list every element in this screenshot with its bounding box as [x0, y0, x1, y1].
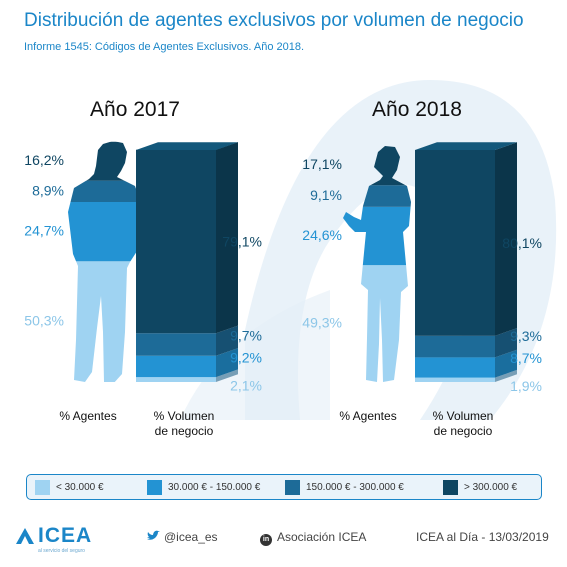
agents-silhouette: [68, 141, 140, 382]
volume-value-label-2: 9,2%: [230, 350, 262, 366]
legend-item-band1: < 30.000 €: [35, 479, 104, 495]
twitter-handle[interactable]: @icea_es: [146, 530, 218, 544]
volume-value-label-1: 1,9%: [510, 378, 542, 394]
volume-bar-side-2: [495, 349, 517, 378]
date-note: ICEA al Día - 13/03/2019: [416, 530, 549, 544]
agents-value-label-3: 8,9%: [32, 182, 64, 198]
legend-label: 150.000 € - 300.000 €: [306, 481, 404, 493]
panel-2017-volume-label-line1: % Volumen: [154, 409, 215, 423]
twitter-handle-text: @icea_es: [164, 530, 218, 544]
agents-band-2: [343, 206, 411, 266]
legend-swatch: [147, 479, 162, 495]
volume-value-label-3: 9,3%: [510, 328, 542, 344]
panel-2017-year-title: Año 2017: [90, 98, 180, 121]
icea-logo-tagline: al servicio del seguro: [38, 548, 85, 554]
volume-bar-front-1: [136, 377, 216, 382]
agents-value-label-4: 16,2%: [24, 152, 64, 168]
legend-label: > 300.000 €: [464, 481, 518, 493]
linkedin-icon: in: [260, 534, 272, 546]
chart-title: Distribución de agentes exclusivos por v…: [24, 10, 524, 31]
legend: < 30.000 € 30.000 € - 150.000 € 150.000 …: [26, 474, 542, 500]
panel-2017-agents-label: % Agentes: [59, 409, 116, 423]
agents-value-label-1: 49,3%: [302, 315, 342, 331]
legend-item-band2: 30.000 € - 150.000 €: [147, 479, 260, 495]
legend-label: 30.000 € - 150.000 €: [168, 481, 261, 493]
panel-2018-volume-label-line2: de negocio: [434, 424, 493, 438]
volume-bar-front-2: [415, 357, 495, 378]
volume-bar-front-1: [415, 377, 495, 382]
panel-2017-volume-label-line2: de negocio: [155, 424, 214, 438]
volume-bar-front-4: [415, 150, 495, 336]
icea-logo-text: ICEA: [38, 524, 93, 547]
agents-value-label-1: 50,3%: [24, 313, 64, 329]
agents-value-label-2: 24,6%: [302, 227, 342, 243]
legend-swatch: [285, 479, 300, 495]
volume-bar-side-1: [216, 369, 238, 382]
volume-bar-side-4: [495, 142, 517, 336]
legend-item-band3: 150.000 € - 300.000 €: [285, 479, 404, 495]
legend-swatch: [35, 479, 50, 495]
icea-logo-mark-icon: [16, 528, 34, 544]
volume-value-label-4: 79,1%: [222, 234, 262, 250]
linkedin-link[interactable]: in Asociación ICEA: [260, 530, 366, 546]
volume-value-label-1: 2,1%: [230, 378, 262, 394]
volume-bar-top: [136, 142, 238, 150]
legend-swatch: [443, 479, 458, 495]
panel-2018-year-title: Año 2018: [372, 98, 462, 121]
volume-value-label-4: 80,1%: [502, 235, 542, 251]
twitter-bird-icon: [147, 530, 160, 540]
volume-value-label-3: 9,7%: [230, 328, 262, 344]
volume-bar-front-3: [415, 335, 495, 358]
agents-value-label-3: 9,1%: [310, 187, 342, 203]
agents-value-label-4: 17,1%: [302, 156, 342, 172]
volume-bar-front-3: [136, 333, 216, 356]
legend-label: < 30.000 €: [56, 481, 104, 493]
volume-bar-side-3: [495, 328, 517, 358]
linkedin-text: Asociación ICEA: [277, 530, 367, 544]
background-arc: [180, 290, 330, 420]
volume-bar-front-2: [136, 355, 216, 378]
agents-band-4: [68, 141, 140, 181]
volume-bar-side-1: [495, 369, 517, 382]
legend-item-band4: > 300.000 €: [443, 479, 517, 495]
volume-bar-side-4: [216, 142, 238, 334]
volume-bar-top: [415, 142, 517, 150]
agents-band-1: [68, 261, 140, 382]
agents-band-2: [68, 202, 140, 262]
panel-2018-volume-label-line1: % Volumen: [433, 409, 494, 423]
panel-2017: 50,3% 24,7% 8,9% 16,2% 2,1% 9,2% 9,7% 79,1%: [24, 141, 262, 394]
panel-2018-agents-label: % Agentes: [339, 409, 396, 423]
agents-value-label-2: 24,7%: [24, 223, 64, 239]
volume-bar-side-2: [216, 348, 238, 378]
volume-bar-side-3: [216, 325, 238, 356]
agents-band-3: [68, 180, 140, 202]
chart-subtitle: Informe 1545: Códigos de Agentes Exclusi…: [24, 41, 305, 53]
volume-bar-front-4: [136, 149, 216, 334]
agents-band-1: [343, 265, 411, 382]
volume-value-label-2: 8,7%: [510, 350, 542, 366]
